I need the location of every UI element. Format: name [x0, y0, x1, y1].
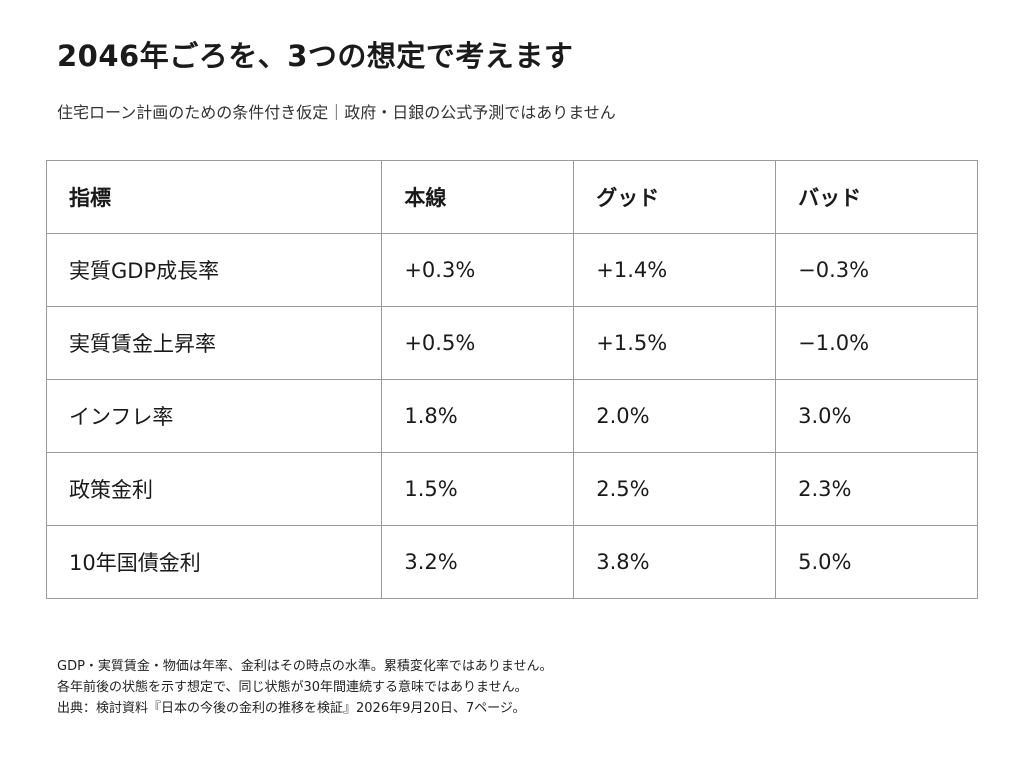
table-header-row: 指標 本線 グッド バッド — [45, 160, 978, 234]
table-row: インフレ率 1.8% 2.0% 3.0% — [45, 379, 978, 453]
column-header-indicator: 指標 — [45, 160, 383, 234]
footnote-units: GDP・実質賃金・物価は年率、金利はその時点の水準。累積変化率ではありません。 — [57, 659, 553, 674]
bad-value-cell: 2.3% — [775, 452, 978, 526]
column-header-bad: バッド — [775, 160, 978, 234]
indicator-cell: 10年国債金利 — [45, 525, 383, 599]
good-value-cell: 2.0% — [573, 379, 777, 453]
bad-value-cell: 5.0% — [775, 525, 978, 599]
footnote-source: 出典：検討資料『日本の今後の金利の推移を検証』2026年9月20日、7ページ。 — [57, 701, 526, 716]
bad-value-cell: 3.0% — [775, 379, 978, 453]
bad-value-cell: −0.3% — [775, 233, 978, 307]
base-value-cell: +0.3% — [381, 233, 575, 307]
good-value-cell: +1.4% — [573, 233, 777, 307]
indicator-cell: 政策金利 — [45, 452, 383, 526]
good-value-cell: +1.5% — [573, 306, 777, 380]
base-value-cell: 1.5% — [381, 452, 575, 526]
column-header-good: グッド — [573, 160, 777, 234]
table-row: 実質GDP成長率 +0.3% +1.4% −0.3% — [45, 233, 978, 307]
scenario-table: 指標 本線 グッド バッド 実質GDP成長率 +0.3% +1.4% −0.3%… — [45, 160, 978, 599]
base-value-cell: +0.5% — [381, 306, 575, 380]
footnotes: GDP・実質賃金・物価は年率、金利はその時点の水準。累積変化率ではありません。 … — [57, 656, 553, 719]
base-value-cell: 1.8% — [381, 379, 575, 453]
table-row: 政策金利 1.5% 2.5% 2.3% — [45, 452, 978, 526]
footnote-interpretation: 各年前後の状態を示す想定で、同じ状態が30年間連続する意味ではありません。 — [57, 680, 528, 695]
indicator-cell: 実質GDP成長率 — [45, 233, 383, 307]
page-subtitle: 住宅ローン計画のための条件付き仮定｜政府・日銀の公式予測ではありません — [57, 103, 616, 122]
page-title: 2046年ごろを、3つの想定で考えます — [57, 39, 574, 73]
base-value-cell: 3.2% — [381, 525, 575, 599]
bad-value-cell: −1.0% — [775, 306, 978, 380]
column-header-base: 本線 — [381, 160, 575, 234]
good-value-cell: 3.8% — [573, 525, 777, 599]
table-row: 実質賃金上昇率 +0.5% +1.5% −1.0% — [45, 306, 978, 380]
table-row: 10年国債金利 3.2% 3.8% 5.0% — [45, 525, 978, 599]
indicator-cell: インフレ率 — [45, 379, 383, 453]
indicator-cell: 実質賃金上昇率 — [45, 306, 383, 380]
good-value-cell: 2.5% — [573, 452, 777, 526]
